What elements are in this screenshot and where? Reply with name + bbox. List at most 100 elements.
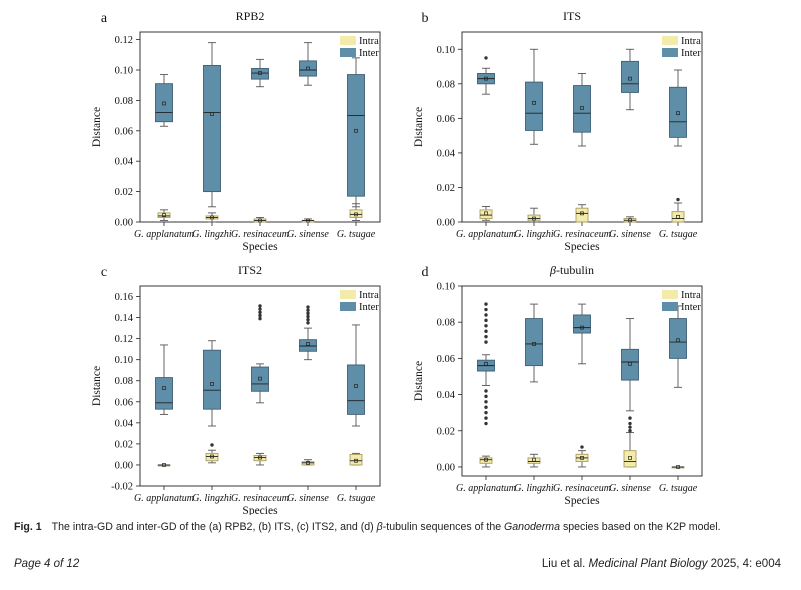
intra-box <box>575 204 589 223</box>
outlier-point <box>484 307 488 312</box>
x-tick-label: G. tsugae <box>337 229 376 240</box>
caption-beta: β <box>376 521 383 533</box>
box-mean <box>484 361 488 366</box>
box-mean <box>676 111 680 116</box>
intra-box <box>253 452 267 466</box>
box-iqr <box>479 209 493 219</box>
y-tick-label: 0.14 <box>115 313 134 324</box>
inter-box <box>155 344 173 415</box>
intra-box <box>205 212 219 223</box>
outlier-point <box>484 340 488 344</box>
intra-box <box>157 463 171 467</box>
outlier-point <box>484 389 488 393</box>
box-mean <box>258 376 262 381</box>
inter-box <box>155 74 173 127</box>
y-tick-label: 0.00 <box>115 460 133 471</box>
y-tick-label: 0.04 <box>437 148 456 159</box>
box-mean <box>210 454 214 459</box>
y-tick-label: 0.10 <box>437 45 455 56</box>
panel-c: c ITS2 -0.02 0.00 0.02 0.04 0.06 0.08 0.10 0.12 0.… <box>91 263 381 515</box>
y-tick-label: 0.16 <box>115 292 133 303</box>
y-tick-label: 0.12 <box>115 35 133 46</box>
figure-caption: Fig. 1 The intra-GD and inter-GD of the (… <box>14 521 794 533</box>
box-iqr <box>349 453 363 466</box>
y-axis-label: Distance <box>91 366 103 406</box>
outlier-point <box>484 410 488 415</box>
box-mean <box>162 463 166 467</box>
outlier-point <box>258 304 262 308</box>
outlier-point <box>306 305 310 309</box>
x-tick-label: G. resinaceum <box>553 229 611 240</box>
x-tick-label: G. lingzhi <box>514 483 554 494</box>
caption-text-pre: The intra-GD and inter-GD of the (a) RPB… <box>51 521 377 533</box>
intra-box <box>527 453 541 468</box>
intra-box <box>157 209 171 221</box>
outlier-point <box>628 425 632 429</box>
box-mean <box>580 106 584 110</box>
outlier-point <box>258 307 262 311</box>
outlier-point <box>484 313 488 317</box>
inter-box <box>299 305 317 361</box>
box-mean <box>484 457 488 462</box>
x-axis-label: Species <box>564 241 600 253</box>
box-iqr <box>573 314 591 334</box>
citation-footer: Liu et al. Medicinal Plant Biology 2025,… <box>542 558 781 570</box>
outlier-point <box>484 405 488 409</box>
inter-box <box>251 304 269 404</box>
y-tick-label: 0.02 <box>437 183 455 194</box>
outlier-point <box>306 314 310 319</box>
panel-letter: b <box>422 11 429 26</box>
legend-swatch <box>662 302 678 311</box>
box-mean <box>484 211 488 216</box>
box-iqr <box>251 68 269 80</box>
outlier-point <box>484 329 488 333</box>
box-mean <box>162 386 166 390</box>
y-tick-label: 0.12 <box>115 334 133 345</box>
box-iqr <box>479 457 493 464</box>
y-tick-label: 0.00 <box>115 218 133 229</box>
intra-box <box>479 455 493 468</box>
intra-box <box>527 207 541 223</box>
x-tick-label: G. sinense <box>609 483 651 494</box>
outlier-point <box>306 321 310 325</box>
y-tick-label: -0.02 <box>111 482 133 493</box>
inter-box <box>525 303 543 383</box>
box-iqr <box>671 211 685 223</box>
box-iqr <box>205 452 219 462</box>
panel-title: β-tubulin <box>549 263 594 277</box>
inter-box <box>669 69 687 147</box>
box-iqr <box>203 349 221 410</box>
inter-box <box>621 48 639 111</box>
panel-letter: c <box>101 265 107 280</box>
inter-box <box>477 56 495 95</box>
panel-d: d β-tubulin 0.00 0.02 0.04 0.06 0.08 0.10 Distan… <box>413 263 703 507</box>
outlier-point <box>628 421 632 426</box>
intra-box <box>671 465 685 469</box>
box-mean <box>354 128 358 133</box>
outlier-point <box>210 443 214 447</box>
x-tick-label: G. lingzhi <box>514 229 554 240</box>
box-iqr <box>349 209 363 218</box>
box-iqr <box>347 364 365 415</box>
page-number: Page 4 of 12 <box>14 558 80 570</box>
intra-box <box>623 216 637 223</box>
box-mean <box>258 218 262 223</box>
outlier-point <box>306 317 310 322</box>
box-mean <box>354 384 358 388</box>
inter-box <box>621 318 639 433</box>
legend-swatch <box>662 290 678 299</box>
inter-box <box>573 303 591 365</box>
legend-label: Intra <box>359 290 379 301</box>
intra-box <box>671 197 685 223</box>
inter-box <box>203 340 221 427</box>
box-mean <box>532 100 536 105</box>
legend-swatch <box>340 48 356 57</box>
footer-citation: 2025, 4: e004 <box>707 558 781 570</box>
box-iqr <box>573 85 591 133</box>
intra-box <box>479 206 493 221</box>
outlier-point <box>258 316 262 321</box>
box-mean <box>676 465 680 469</box>
inter-box <box>251 58 269 88</box>
